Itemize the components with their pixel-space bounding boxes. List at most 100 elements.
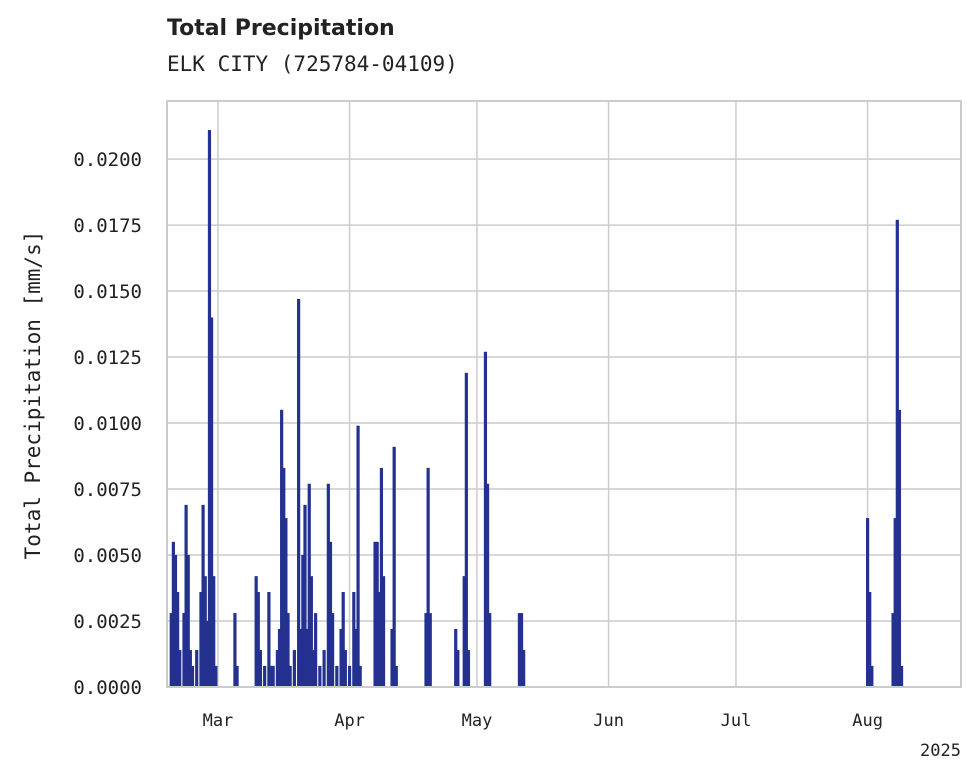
precip-bar (356, 425, 360, 687)
precip-bar (522, 650, 526, 687)
precip-bar (322, 650, 326, 687)
precip-bar (341, 591, 345, 687)
precip-bar (275, 650, 279, 687)
precip-bar (269, 665, 273, 687)
y-tick-label: 0.0075 (73, 479, 142, 501)
precip-bar (258, 650, 263, 687)
precip-bar (203, 576, 207, 687)
y-tick-label: 0.0050 (73, 545, 142, 567)
precip-bar (373, 541, 377, 687)
y-axis-ticks: 0.0000 0.0025 0.0050 0.0075 0.0100 0.0125 0.01… (73, 149, 142, 699)
precip-bar (377, 591, 381, 687)
precip-bar (201, 504, 205, 687)
precip-bar (456, 650, 460, 687)
precip-bar (314, 613, 318, 687)
y-tick-label: 0.0125 (73, 347, 142, 369)
chart-title: Total Precipitation (167, 16, 395, 41)
precip-bar (195, 650, 199, 687)
plot-frame (166, 100, 962, 688)
precip-bar (282, 467, 286, 687)
precip-bar (292, 650, 296, 687)
y-axis-label: Total Precipitation [mm/s] (21, 231, 45, 560)
precip-bar (392, 446, 396, 687)
precip-bar (330, 613, 335, 687)
precip-bar (199, 591, 203, 687)
precip-bar (483, 351, 488, 687)
precip-bar (271, 665, 275, 687)
precip-bar (328, 541, 333, 687)
precip-bar (233, 613, 237, 687)
precip-bar (424, 613, 428, 687)
x-tick-label: Mar (203, 711, 234, 731)
precip-bar (428, 613, 432, 687)
precip-bar (379, 467, 384, 687)
precip-bar (182, 613, 186, 687)
y-tick-label: 0.0175 (73, 215, 142, 237)
precip-bar (375, 541, 379, 687)
precip-bar (426, 467, 430, 687)
precip-bar (394, 665, 398, 687)
precip-bar (284, 518, 288, 687)
chart-subtitle: ELK CITY (725784-04109) (167, 52, 458, 76)
precip-bar (207, 130, 212, 688)
precip-bar (178, 650, 182, 687)
precip-bar (190, 665, 195, 687)
precip-bar (358, 665, 362, 687)
precip-bar (517, 613, 522, 687)
x-axis-ticks: Mar Apr May Jun Jul Aug (203, 711, 883, 731)
y-tick-label: 0.0150 (73, 281, 142, 303)
precip-bar (343, 650, 347, 687)
precip-bar (318, 665, 322, 687)
precip-bar (326, 483, 330, 687)
precip-bar (899, 665, 904, 687)
precip-bar (214, 665, 218, 687)
precip-bar (171, 541, 175, 687)
precip-bar (454, 628, 458, 687)
precip-bar (173, 555, 178, 687)
x-axis-year-label: 2025 (920, 741, 961, 761)
y-tick-label: 0.0000 (73, 677, 142, 699)
precip-bar (897, 409, 902, 687)
precip-bar (209, 317, 214, 687)
precip-bar (212, 576, 216, 687)
precip-bar (303, 504, 307, 687)
precip-bar (895, 219, 899, 687)
precip-bar (299, 628, 303, 687)
precip-bar (352, 591, 356, 687)
precip-bar (335, 665, 339, 687)
precip-bar (466, 650, 471, 687)
precip-bar (519, 613, 524, 687)
precip-bar (263, 665, 267, 687)
y-tick-label: 0.0100 (73, 413, 142, 435)
precip-bar (288, 665, 292, 687)
precip-bar (488, 613, 492, 687)
precip-bar (301, 555, 305, 687)
x-tick-label: May (462, 711, 493, 731)
precip-bar (347, 665, 352, 687)
precip-bar (870, 665, 874, 687)
precip-bar (891, 613, 895, 687)
precip-bar (381, 576, 386, 687)
y-tick-label: 0.0025 (73, 611, 142, 633)
bar-series (169, 130, 904, 688)
precip-bar (186, 555, 190, 687)
precip-bar (297, 298, 301, 687)
precip-bar (277, 628, 282, 687)
precip-bar (868, 591, 872, 687)
precip-bar (184, 504, 188, 687)
precip-bar (169, 613, 173, 687)
precip-bar (254, 576, 258, 687)
precip-bar (311, 650, 316, 687)
precip-bar (485, 483, 490, 687)
precip-bar (280, 409, 284, 687)
precip-bar (462, 576, 466, 687)
precip-bar (390, 628, 394, 687)
precip-bar (286, 613, 290, 687)
y-tick-label: 0.0200 (73, 149, 142, 171)
precip-bar (235, 665, 239, 687)
precip-bar (354, 628, 358, 687)
x-tick-label: Jun (593, 711, 624, 731)
x-tick-label: Jul (721, 711, 752, 731)
precip-bar (865, 518, 870, 687)
